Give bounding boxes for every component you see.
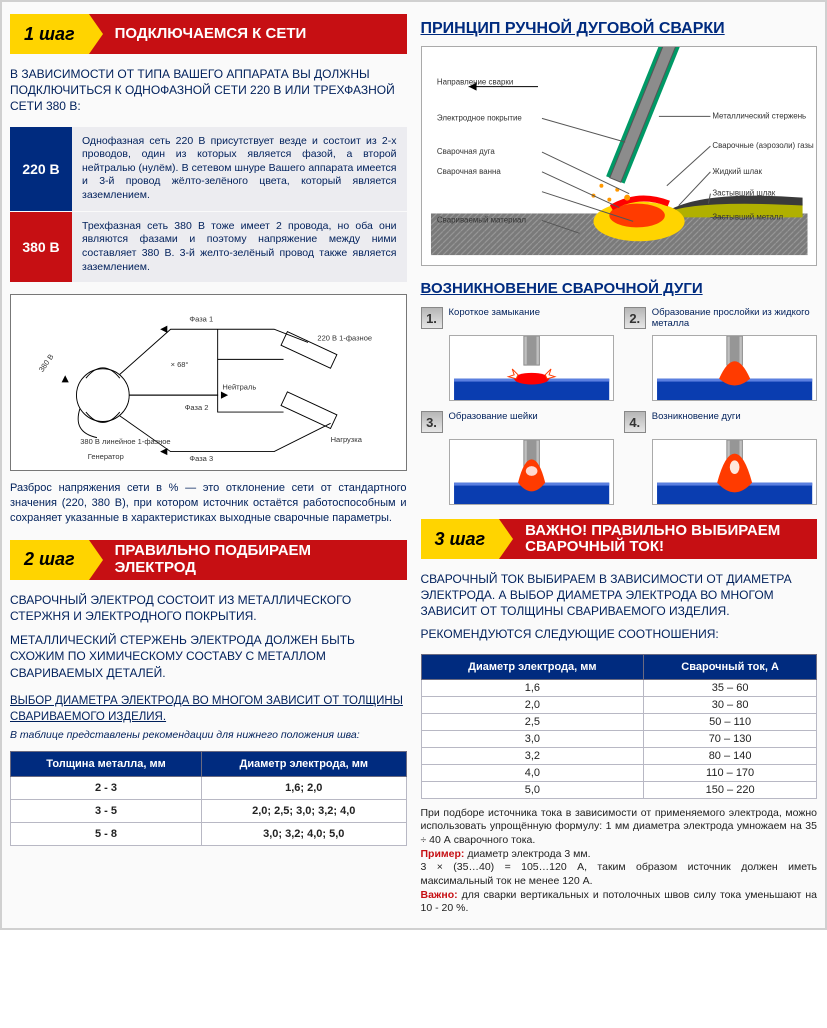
table-row: 1,635 – 60 [421, 679, 817, 696]
lbl-phase1: Фаза 1 [189, 315, 213, 324]
arc-step-illustration [652, 439, 817, 505]
table-row: 2,030 – 80 [421, 696, 817, 713]
svg-text:Металлический стержень: Металлический стержень [712, 111, 806, 120]
principle-title: ПРИНЦИП РУЧНОЙ ДУГОВОЙ СВАРКИ [421, 20, 818, 38]
step1-title: ПОДКЛЮЧАЕМСЯ К СЕТИ [89, 14, 407, 54]
step2-body1: СВАРОЧНЫЙ ЭЛЕКТРОД СОСТОИТ ИЗ МЕТАЛЛИЧЕС… [10, 592, 407, 624]
spread-note: Разброс напряжения сети в % — это отклон… [10, 481, 407, 526]
text-380v: Трехфазная сеть 380 В тоже имеет 2 прово… [72, 212, 407, 283]
table-row: 4,0110 – 170 [421, 764, 817, 781]
lbl-load: Нагрузка [331, 436, 363, 445]
arc-step-text: Возникновение дуги [652, 411, 817, 435]
svg-text:Направление сварки: Направление сварки [436, 78, 512, 87]
arc-cell: 4. Возникновение дуги [624, 411, 817, 505]
page: 1 шаг ПОДКЛЮЧАЕМСЯ К СЕТИ В ЗАВИСИМОСТИ … [0, 0, 827, 930]
text-220v: Однофазная сеть 220 В присутствует везде… [72, 127, 407, 211]
arc-step-number: 2. [624, 307, 646, 329]
step2-body2: МЕТАЛЛИЧЕСКИЙ СТЕРЖЕНЬ ЭЛЕКТРОДА ДОЛЖЕН … [10, 632, 407, 681]
table-row: 5,0150 – 220 [421, 781, 817, 798]
step1-intro: В ЗАВИСИМОСТИ ОТ ТИПА ВАШЕГО АППАРАТА ВЫ… [10, 66, 407, 115]
svg-text:Застывший металл: Застывший металл [712, 212, 783, 221]
lbl-220: 220 В 1-фазное [317, 334, 372, 343]
arc-cell: 1. Короткое замыкание [421, 307, 614, 401]
th-diameter2: Диаметр электрода, мм [421, 654, 644, 679]
step2-title: ПРАВИЛЬНО ПОДБИРАЕМ ЭЛЕКТРОД [89, 540, 407, 580]
svg-text:Электродное покрытие: Электродное покрытие [436, 113, 521, 122]
arc-step-text: Образование шейки [449, 411, 614, 435]
table-row: 3,280 – 140 [421, 747, 817, 764]
svg-text:Сварочные (аэрозоли) газы: Сварочные (аэрозоли) газы [712, 141, 814, 150]
arc-step-illustration [449, 439, 614, 505]
table-row: 5 - 83,0; 3,2; 4,0; 5,0 [11, 822, 407, 845]
table-row: 3 - 52,0; 2,5; 3,0; 3,2; 4,0 [11, 799, 407, 822]
step2-subhead: ВЫБОР ДИАМЕТРА ЭЛЕКТРОДА ВО МНОГОМ ЗАВИС… [10, 693, 407, 725]
arc-step-number: 3. [421, 411, 443, 433]
calc1: При подборе источника тока в зависимости… [421, 807, 818, 848]
lbl-gen: Генератор [88, 452, 124, 461]
arc-step-number: 1. [421, 307, 443, 329]
step2-header: 2 шаг ПРАВИЛЬНО ПОДБИРАЕМ ЭЛЕКТРОД [10, 540, 407, 580]
step3-intro: СВАРОЧНЫЙ ТОК ВЫБИРАЕМ В ЗАВИСИМОСТИ ОТ … [421, 571, 818, 620]
table-row: 2 - 31,6; 2,0 [11, 776, 407, 799]
svg-text:Жидкий шлак: Жидкий шлак [712, 167, 762, 176]
calc2: Пример: диаметр электрода 3 мм. [421, 848, 818, 862]
arc-step-illustration [652, 335, 817, 401]
table-row: 3,070 – 130 [421, 730, 817, 747]
calc-block: При подборе источника тока в зависимости… [421, 807, 818, 916]
arc-step-number: 4. [624, 411, 646, 433]
step2-italic: В таблице представлены рекомендации для … [10, 729, 407, 741]
arc-step-text: Короткое замыкание [449, 307, 614, 331]
step1-header: 1 шаг ПОДКЛЮЧАЕМСЯ К СЕТИ [10, 14, 407, 54]
svg-text:Свариваемый материал: Свариваемый материал [436, 215, 525, 224]
label-380v: 380 В [10, 212, 72, 283]
step1-tag: 1 шаг [10, 14, 89, 54]
step3-title: ВАЖНО! ПРАВИЛЬНО ВЫБИРАЕМ СВАРОЧНЫЙ ТОК! [499, 519, 817, 559]
lbl-phase3: Фаза 3 [189, 454, 213, 461]
arc-formation-title: ВОЗНИКНОВЕНИЕ СВАРОЧНОЙ ДУГИ [421, 280, 818, 297]
step3-intro2: РЕКОМЕНДУЮТСЯ СЛЕДУЮЩИЕ СООТНОШЕНИЯ: [421, 626, 818, 642]
row-380v: 380 В Трехфазная сеть 380 В тоже имеет 2… [10, 212, 407, 283]
row-220v: 220 В Однофазная сеть 220 В присутствует… [10, 127, 407, 211]
svg-text:Сварочная ванна: Сварочная ванна [436, 167, 500, 176]
right-column: ПРИНЦИП РУЧНОЙ ДУГОВОЙ СВАРКИ [421, 14, 818, 916]
lbl-neutral: Нейтраль [222, 383, 256, 392]
th-diameter: Диаметр электрода, мм [202, 751, 406, 776]
svg-text:Застывший шлак: Застывший шлак [712, 189, 775, 198]
arc-grid: 1. Короткое замыкание 2. Образование просло… [421, 307, 818, 505]
left-column: 1 шаг ПОДКЛЮЧАЕМСЯ К СЕТИ В ЗАВИСИМОСТИ … [10, 14, 407, 916]
arc-step-illustration [449, 335, 614, 401]
lbl-380v-side: 380 В [37, 353, 56, 374]
current-table: Диаметр электрода, мм Сварочный ток, А 1… [421, 654, 818, 799]
label-220v: 220 В [10, 127, 72, 211]
thickness-table: Толщина металла, мм Диаметр электрода, м… [10, 751, 407, 846]
weld-cross-section: Направление сварки Электродное покрытие … [421, 46, 818, 266]
lbl-380-line: 380 В линейное 1-фазное [80, 437, 170, 446]
arc-cell: 3. Образование шейки [421, 411, 614, 505]
lbl-phase2: Фаза 2 [185, 404, 209, 413]
calc4: Важно: для сварки вертикальных и потолоч… [421, 889, 818, 916]
th-current: Сварочный ток, А [644, 654, 817, 679]
table-row: 2,550 – 110 [421, 713, 817, 730]
svg-text:Сварочная дуга: Сварочная дуга [436, 147, 494, 156]
lbl-angle: × 68° [171, 360, 189, 369]
th-thickness: Толщина металла, мм [11, 751, 202, 776]
arc-step-text: Образование прослойки из жидкого металла [652, 307, 817, 331]
step3-header: 3 шаг ВАЖНО! ПРАВИЛЬНО ВЫБИРАЕМ СВАРОЧНЫ… [421, 519, 818, 559]
step3-tag: 3 шаг [421, 519, 500, 559]
calc3: 3 × (35…40) = 105…120 А, таким образом и… [421, 861, 818, 888]
circuit-diagram: Фаза 1 Нейтраль Фаза 2 Фаза 3 220 В 1-фа… [10, 294, 407, 471]
arc-cell: 2. Образование прослойки из жидкого метал… [624, 307, 817, 401]
step2-tag: 2 шаг [10, 540, 89, 580]
